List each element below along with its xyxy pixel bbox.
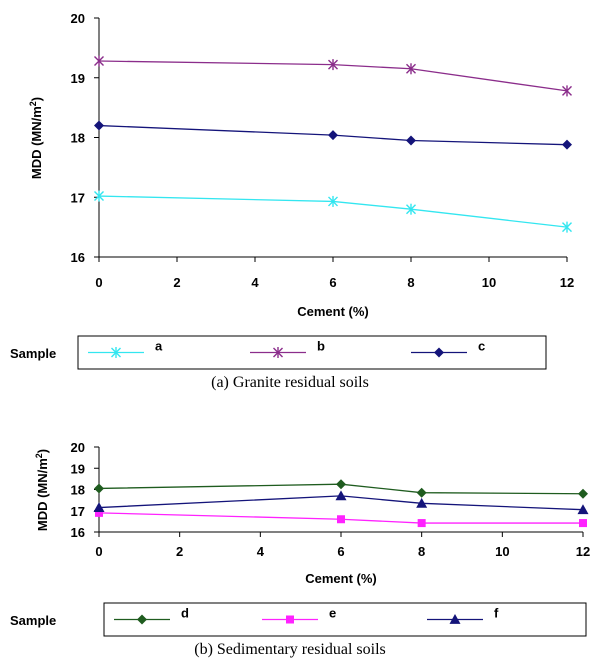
chart-1-series-c-point [94,120,104,131]
chart-1-series-b-point [562,85,572,97]
chart-2-y-tick-label: 17 [71,504,85,519]
chart-1-series-b-point [94,55,104,67]
chart-1-x-tick-label: 4 [251,275,259,290]
chart-2-series-f-point [577,504,589,515]
chart-1-series-a-point [94,190,104,202]
chart-sedimentary: 16 17 18 19 20 0 2 4 6 8 10 12 Cement (%) MDD (MN/m2)… [10,440,590,658]
chart-1-y-tick-label: 17 [71,190,85,205]
chart-1-series-b-point [328,59,338,71]
chart-2-legend-title: Sample [10,613,56,628]
chart-2-x-tick-label: 4 [257,544,265,559]
chart-2-series-f-point [416,497,428,508]
chart-1-caption: (a) Granite residual soils [211,374,369,391]
chart-1-x-tick-label: 6 [329,275,336,290]
chart-2-series-e-point [417,519,426,528]
chart-2-y-axis-label: MDD (MN/m2) [34,449,50,531]
chart-1-y-axis-label: MDD (MN/m2) [28,97,44,179]
chart-1-series-c-point [562,139,572,150]
chart-2-y-tick-label: 19 [71,461,85,476]
chart-2-series-d-point [336,479,346,490]
chart-1-legend-marker-c [434,347,444,358]
chart-1-legend-title: Sample [10,346,56,361]
chart-2-x-tick-label: 12 [576,544,590,559]
chart-1-series-a-point [406,203,416,215]
chart-2-legend-box [103,602,587,637]
chart-2-x-tick-label: 0 [95,544,102,559]
chart-2-series-d-point [578,488,588,499]
chart-1-series-a-point [562,221,572,233]
chart-2-x-tick-label: 10 [495,544,509,559]
chart-1-y-tick-label: 16 [71,250,85,265]
chart-1-x-tick-label: 0 [95,275,102,290]
chart-1-series-a-line [98,195,568,228]
chart-1-x-tick-label: 12 [560,275,574,290]
chart-2-series-d-line [98,483,584,495]
chart-2-y-tick-label: 16 [71,525,85,540]
chart-granite: 16 17 18 19 20 0 2 4 6 8 10 12 Cement (%) MDD (MN/m2)… [10,11,574,391]
chart-1-series-a-point [328,195,338,207]
chart-1-y-tick-label: 20 [71,11,85,26]
chart-2-legend-label-e: e [329,606,336,621]
chart-2-series-d-point [416,487,427,498]
chart-2-series-d-point [94,483,104,494]
chart-1-legend-label-c: c [478,339,485,354]
chart-1-x-tick-label: 8 [407,275,414,290]
chart-1-x-tick-label: 2 [173,275,180,290]
chart-1-x-tick-label: 10 [482,275,496,290]
chart-2-series-e-point [337,515,345,524]
chart-1-y-tick-label: 18 [71,131,85,146]
chart-2-legend-marker-d [137,614,147,625]
chart-1-legend-marker-a [111,347,121,358]
chart-2-series-f-point [93,502,105,512]
chart-1-series-c-point [328,130,338,141]
chart-1-series-c-line [98,124,568,146]
chart-2-legend-marker-f [449,614,461,624]
chart-1-legend-label-a: a [155,339,163,354]
chart-1-legend-box [77,335,547,370]
chart-1-series-b-line [98,60,568,92]
chart-1-legend-label-b: b [317,339,325,354]
chart-2-y-tick-label: 20 [71,440,85,455]
chart-2-series-f-line [98,495,584,511]
chart-1-series-b-point [406,63,416,75]
chart-1-y-tick-label: 19 [71,71,85,86]
chart-2-x-tick-label: 8 [418,544,425,559]
chart-2-series-e-line [98,512,583,524]
chart-2-legend-label-f: f [494,606,499,621]
chart-2-x-tick-label: 6 [337,544,344,559]
chart-2-legend-label-d: d [181,606,189,621]
chart-2-y-tick-label: 18 [71,483,85,498]
chart-2-caption: (b) Sedimentary residual soils [194,641,386,658]
chart-2-series-e-point [579,519,587,528]
chart-1-legend-marker-b [273,347,283,358]
chart-2-legend-marker-e [286,615,294,624]
chart-2-series-e-point [95,508,103,517]
chart-2-x-axis-label: Cement (%) [305,571,377,586]
chart-1-x-axis-label: Cement (%) [297,304,369,319]
chart-2-series-f-point [335,490,347,501]
chart-1-series-c-point [406,135,416,146]
chart-2-x-tick-label: 2 [176,544,183,559]
